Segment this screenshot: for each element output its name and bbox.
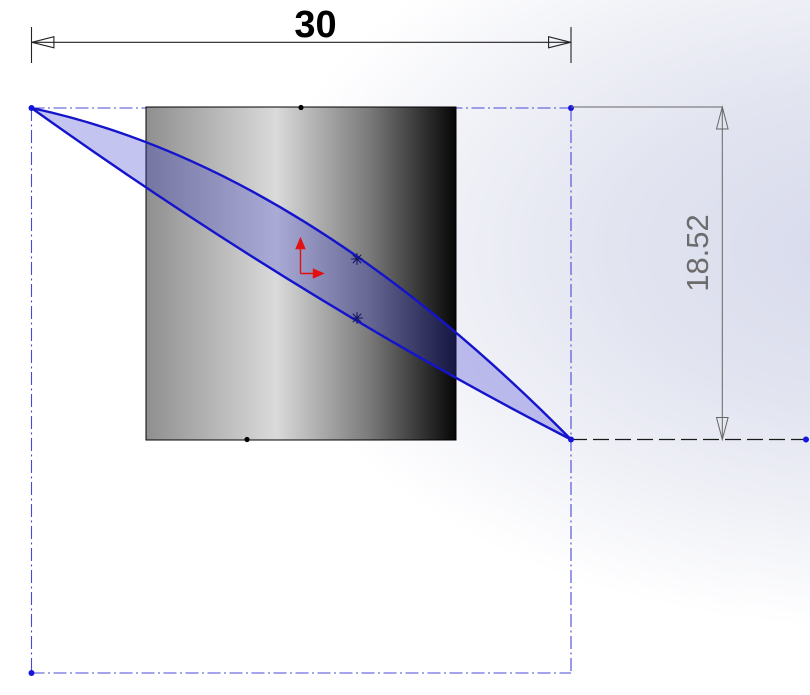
svg-text:18.52: 18.52 xyxy=(680,214,715,292)
svg-text:30: 30 xyxy=(294,4,336,46)
